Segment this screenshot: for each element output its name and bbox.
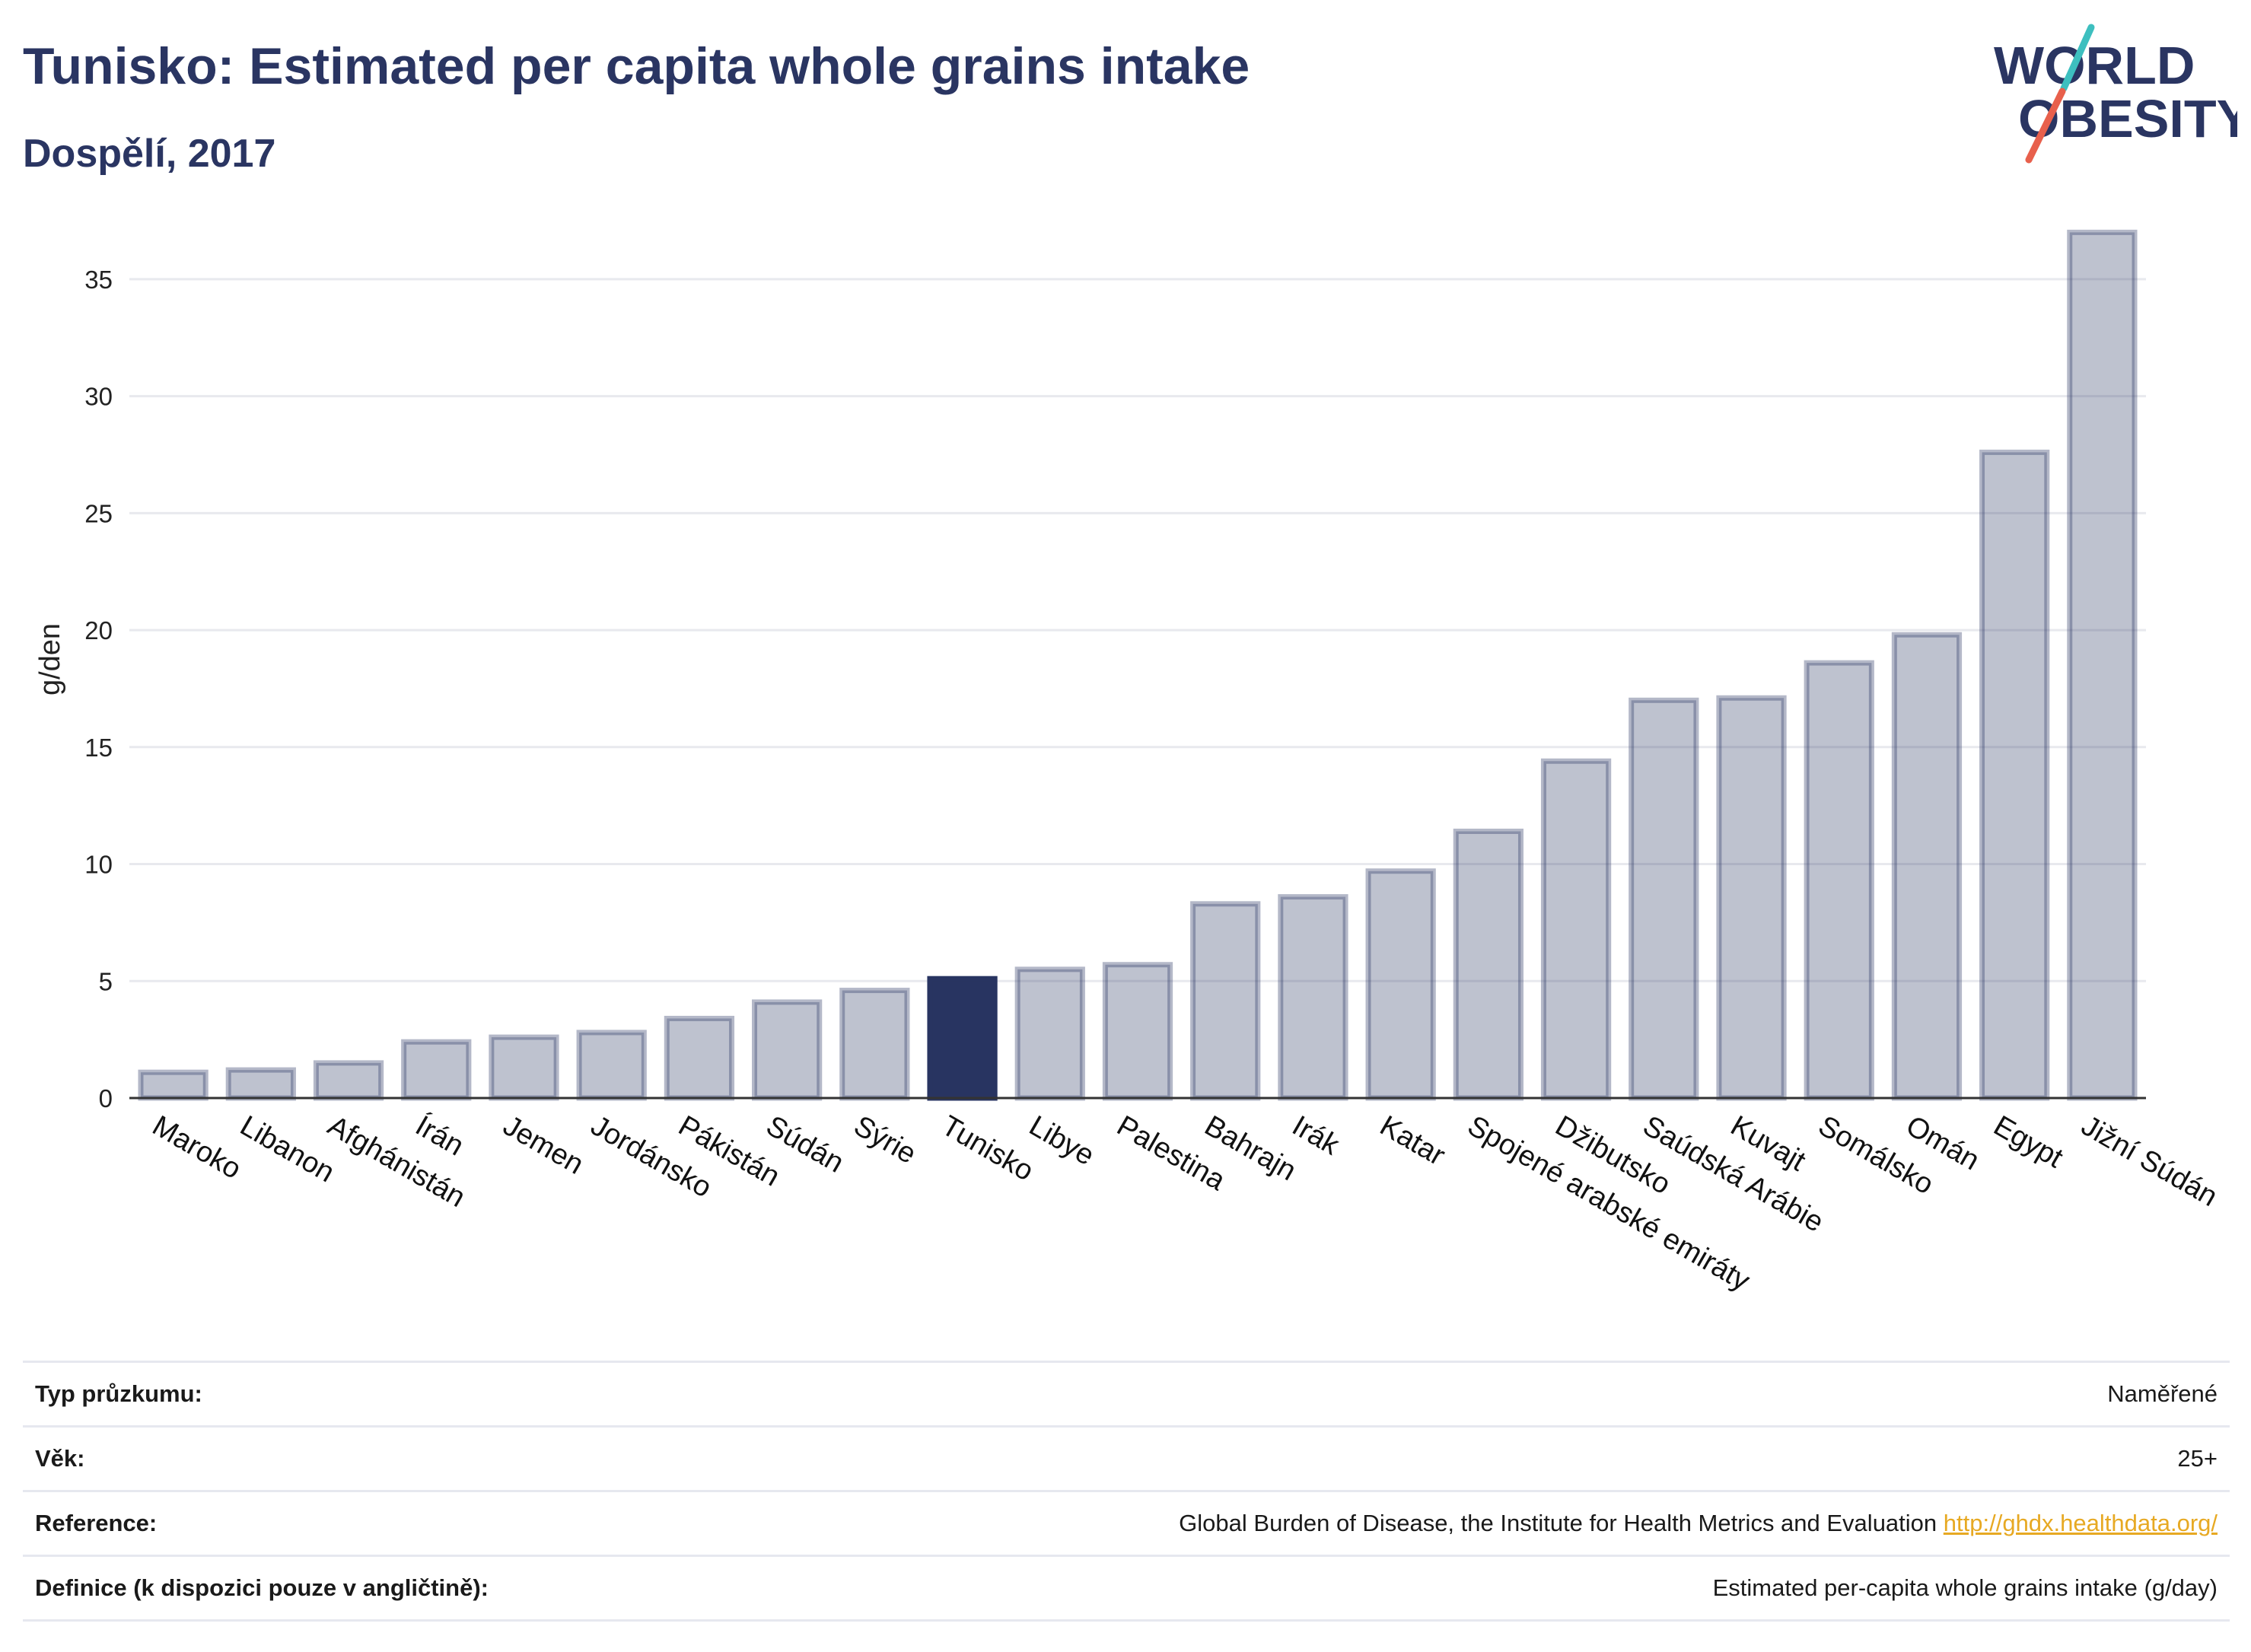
bar-katar (1365, 868, 1436, 1101)
reference-link[interactable]: http://ghdx.healthdata.org/ (1943, 1510, 2218, 1536)
info-value-reference: Global Burden of Disease, the Institute … (1179, 1510, 2218, 1537)
y-tick-label: 25 (84, 499, 113, 527)
bar-pákistán (664, 1015, 735, 1101)
info-table: Typ průzkumu: Naměřené Věk: 25+ Referenc… (23, 1361, 2230, 1622)
bar-kuvajt (1716, 695, 1787, 1101)
y-tick-label: 35 (84, 266, 113, 294)
bar-egypt (1979, 449, 2050, 1101)
bar-irák (1278, 894, 1348, 1101)
info-label: Typ průzkumu: (35, 1380, 202, 1407)
bar-spojené-arabské-emiráty (1453, 828, 1524, 1101)
info-label: Definice (k dispozici pouze v angličtině… (35, 1574, 489, 1601)
x-tick-label: Maroko (147, 1109, 247, 1186)
info-value: Naměřené (2107, 1380, 2218, 1407)
y-tick-label: 30 (84, 383, 113, 411)
bar-írán (401, 1039, 472, 1101)
x-tick-label: Irák (1287, 1109, 1345, 1162)
x-tick-label: Írán (410, 1109, 470, 1163)
bar-súdán (752, 999, 823, 1101)
bar-maroko (138, 1069, 209, 1101)
bar-jižní-súdán (2067, 229, 2138, 1101)
x-tick-label: Egypt (1988, 1109, 2069, 1174)
x-tick-label: Sýrie (849, 1109, 922, 1170)
bar-libye (1014, 966, 1085, 1101)
bar-afghánistán (313, 1060, 384, 1101)
bar-džibutsko (1540, 758, 1612, 1101)
y-tick-label: 15 (84, 734, 113, 762)
info-row-definition: Definice (k dispozici pouze v angličtině… (23, 1555, 2230, 1622)
bar-palestina (1102, 962, 1173, 1101)
bar-omán (1891, 632, 1963, 1101)
y-tick-label: 5 (99, 967, 113, 995)
x-tick-label: Tunisko (936, 1109, 1039, 1187)
bar-jordánsko (576, 1030, 647, 1101)
bars (138, 229, 2138, 1101)
y-axis-title: g/den (34, 623, 66, 695)
info-row-survey-type: Typ průzkumu: Naměřené (23, 1361, 2230, 1425)
grid-lines (129, 278, 2146, 982)
info-value: 25+ (2177, 1445, 2218, 1472)
y-tick-label: 10 (84, 851, 113, 879)
info-value: Estimated per-capita whole grains intake… (1712, 1574, 2218, 1601)
bar-somálsko (1804, 660, 1874, 1101)
y-axis-ticks: 0 5 10 15 20 25 30 35 (84, 266, 113, 1112)
bar-sýrie (839, 988, 910, 1101)
chart-title: Tunisko: Estimated per capita whole grai… (23, 37, 1250, 95)
y-tick-label: 20 (84, 616, 113, 645)
bar-libanon (225, 1067, 296, 1101)
bar-jemen (489, 1034, 559, 1101)
info-row-age: Věk: 25+ (23, 1425, 2230, 1490)
x-tick-label: Jemen (498, 1109, 589, 1180)
chart-subtitle: Dospělí, 2017 (23, 132, 276, 176)
info-label: Věk: (35, 1445, 85, 1472)
logo-slash-bottom (2025, 88, 2066, 164)
x-tick-label: Katar (1374, 1109, 1450, 1172)
bar-bahrajn (1190, 901, 1261, 1101)
bar-saúdská-arábie (1629, 697, 1699, 1101)
logo-line-2: OBESITY (2018, 89, 2237, 148)
world-obesity-logo: WORLD OBESITY (1994, 24, 2237, 164)
y-tick-label: 0 (99, 1084, 113, 1112)
logo-slash-top (2060, 24, 2095, 92)
info-label: Reference: (35, 1510, 158, 1536)
info-row-reference: Reference: Global Burden of Disease, the… (23, 1490, 2230, 1555)
bar-tunisko (927, 976, 998, 1101)
x-tick-label: Jižní Súdán (2076, 1109, 2223, 1213)
reference-text: Global Burden of Disease, the Institute … (1179, 1510, 1937, 1536)
logo-line-1: WORLD (1994, 36, 2195, 95)
x-tick-label: Libanon (234, 1109, 339, 1189)
